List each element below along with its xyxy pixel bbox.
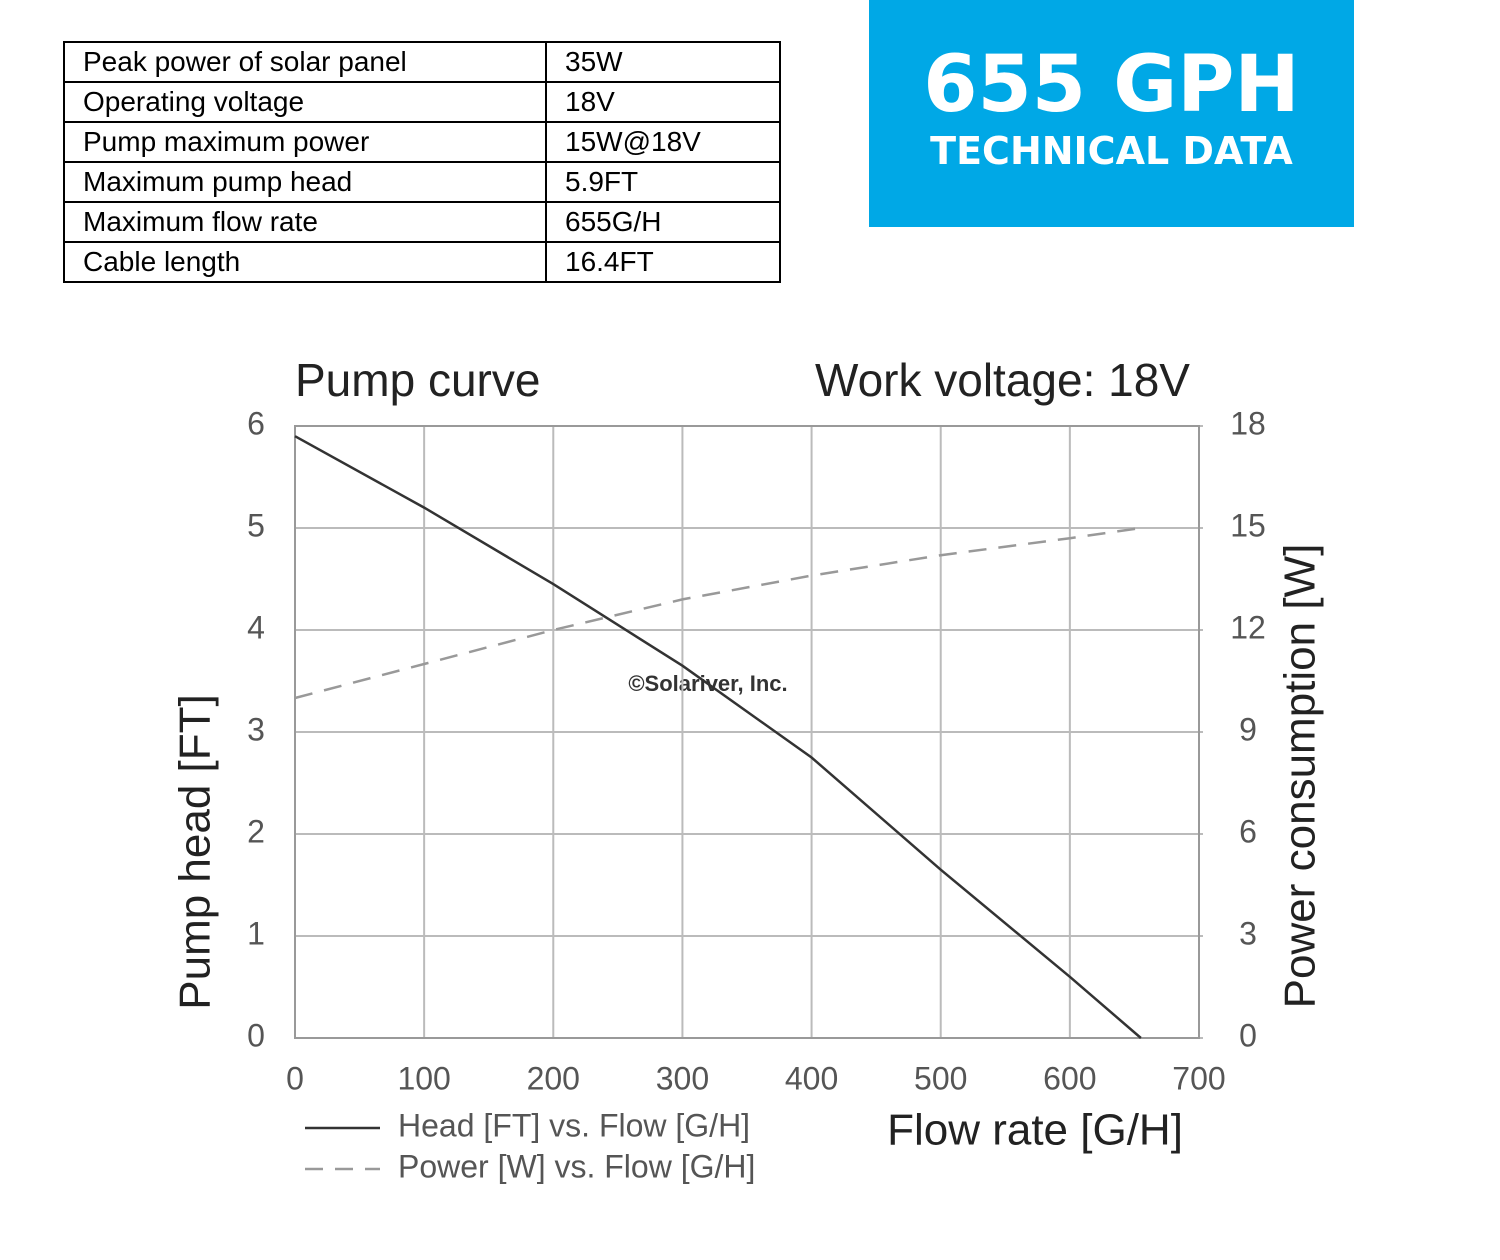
- spec-value: 16.4FT: [545, 241, 781, 283]
- banner-subtitle: TECHNICAL DATA: [930, 129, 1293, 173]
- spec-row: Maximum flow rate 655G/H: [63, 201, 781, 243]
- x-tick-label: 0: [286, 1060, 304, 1096]
- spec-value: 655G/H: [545, 201, 781, 243]
- y2-tick-label: 18: [1230, 405, 1266, 441]
- series-line: [294, 435, 1142, 1039]
- spec-row: Peak power of solar panel 35W: [63, 41, 781, 83]
- legend-label: Head [FT] vs. Flow [G/H]: [398, 1107, 750, 1143]
- y-tick-label: 2: [247, 813, 265, 849]
- spec-label: Operating voltage: [63, 81, 547, 123]
- x-axis-label: Flow rate [G/H]: [887, 1106, 1183, 1155]
- spec-value: 35W: [545, 41, 781, 83]
- y2-tick-label: 15: [1230, 507, 1266, 543]
- y-tick-label: 3: [247, 711, 265, 747]
- y-tick-label: 1: [247, 915, 265, 951]
- spec-table: Peak power of solar panel 35W Operating v…: [63, 41, 781, 283]
- y2-tick-label: 9: [1239, 711, 1257, 747]
- spec-label: Cable length: [63, 241, 547, 283]
- y2-axis-label: Power consumption [W]: [1276, 544, 1325, 1009]
- y2-tick-label: 0: [1239, 1017, 1257, 1053]
- y2-tick-label: 3: [1239, 915, 1257, 951]
- spec-row: Pump maximum power 15W@18V: [63, 121, 781, 163]
- spec-row: Maximum pump head 5.9FT: [63, 161, 781, 203]
- spec-value: 15W@18V: [545, 121, 781, 163]
- series-line: [294, 526, 1142, 700]
- y-tick-label: 6: [247, 405, 265, 441]
- banner: 655 GPH TECHNICAL DATA: [869, 0, 1354, 227]
- y2-tick-label: 6: [1239, 813, 1257, 849]
- spec-label: Peak power of solar panel: [63, 41, 547, 83]
- x-tick-label: 500: [914, 1060, 967, 1096]
- x-tick-label: 200: [527, 1060, 580, 1096]
- x-tick-label: 300: [656, 1060, 709, 1096]
- x-tick-label: 100: [397, 1060, 450, 1096]
- y-tick-label: 4: [247, 609, 265, 645]
- x-tick-label: 400: [785, 1060, 838, 1096]
- spec-value: 5.9FT: [545, 161, 781, 203]
- y-axis-label: Pump head [FT]: [171, 694, 220, 1009]
- x-tick-label: 700: [1172, 1060, 1225, 1096]
- spec-label: Maximum flow rate: [63, 201, 547, 243]
- spec-value: 18V: [545, 81, 781, 123]
- spec-label: Pump maximum power: [63, 121, 547, 163]
- y2-tick-label: 12: [1230, 609, 1266, 645]
- spec-row: Cable length 16.4FT: [63, 241, 781, 283]
- x-tick-label: 600: [1043, 1060, 1096, 1096]
- legend-label: Power [W] vs. Flow [G/H]: [398, 1148, 755, 1184]
- spec-label: Maximum pump head: [63, 161, 547, 203]
- plot-frame: [294, 425, 1200, 1039]
- y-tick-label: 0: [247, 1017, 265, 1053]
- y-tick-label: 5: [247, 507, 265, 543]
- spec-row: Operating voltage 18V: [63, 81, 781, 123]
- chart-title: Pump curve: [295, 354, 540, 406]
- banner-title: 655 GPH: [923, 40, 1300, 130]
- chart-subtitle: Work voltage: 18V: [815, 354, 1190, 406]
